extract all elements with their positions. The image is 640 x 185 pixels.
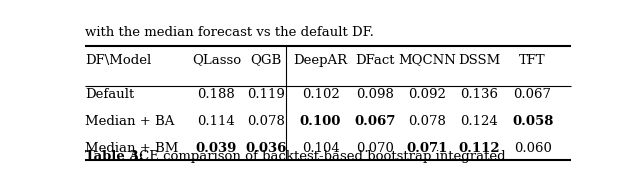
Text: MQCNN: MQCNN — [398, 53, 456, 67]
Text: 0.188: 0.188 — [198, 88, 236, 101]
Text: 0.100: 0.100 — [300, 115, 341, 128]
Text: 0.070: 0.070 — [356, 142, 394, 155]
Text: 0.114: 0.114 — [198, 115, 236, 128]
Text: 0.104: 0.104 — [301, 142, 339, 155]
Text: 0.039: 0.039 — [196, 142, 237, 155]
Text: 0.119: 0.119 — [247, 88, 285, 101]
Text: Median + BM: Median + BM — [85, 142, 179, 155]
Text: DSSM: DSSM — [458, 53, 500, 67]
Text: DeepAR: DeepAR — [294, 53, 348, 67]
Text: Default: Default — [85, 88, 134, 101]
Text: DFact: DFact — [355, 53, 395, 67]
Text: 0.060: 0.060 — [514, 142, 552, 155]
Text: ACE comparison of backtest-based bootstrap integrated: ACE comparison of backtest-based bootstr… — [121, 150, 506, 163]
Text: 0.136: 0.136 — [460, 88, 499, 101]
Text: 0.098: 0.098 — [356, 88, 394, 101]
Text: 0.078: 0.078 — [247, 115, 285, 128]
Text: TFT: TFT — [519, 53, 546, 67]
Text: 0.036: 0.036 — [245, 142, 287, 155]
Text: 0.058: 0.058 — [512, 115, 554, 128]
Text: 0.102: 0.102 — [301, 88, 339, 101]
Text: with the median forecast vs the default DF.: with the median forecast vs the default … — [85, 26, 374, 39]
Text: 0.071: 0.071 — [406, 142, 448, 155]
Text: 0.078: 0.078 — [408, 115, 446, 128]
Text: 0.067: 0.067 — [355, 115, 396, 128]
Text: DF\Model: DF\Model — [85, 53, 151, 67]
Text: 0.067: 0.067 — [513, 88, 552, 101]
Text: QGB: QGB — [250, 53, 282, 67]
Text: QLasso: QLasso — [192, 53, 241, 67]
Text: Table 3:: Table 3: — [85, 150, 143, 163]
Text: Median + BA: Median + BA — [85, 115, 174, 128]
Text: 0.112: 0.112 — [458, 142, 500, 155]
Text: 0.124: 0.124 — [460, 115, 498, 128]
Text: 0.092: 0.092 — [408, 88, 446, 101]
